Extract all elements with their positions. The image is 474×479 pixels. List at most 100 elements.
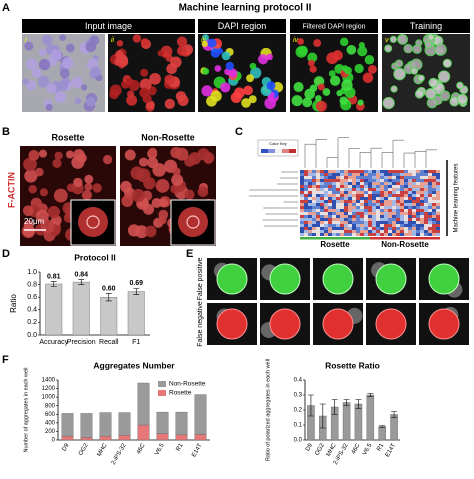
cell — [28, 149, 40, 161]
heat-cell — [356, 188, 360, 191]
heat-cell — [412, 206, 416, 209]
heat-cell — [316, 212, 320, 215]
cell — [234, 87, 245, 99]
heat-cell — [320, 200, 324, 203]
heat-cell — [364, 197, 368, 200]
cell — [120, 180, 132, 193]
heat-cell — [404, 176, 408, 179]
heat-cell — [428, 185, 432, 188]
heat-cell — [428, 221, 432, 224]
heat-cell — [332, 233, 336, 236]
heat-cell — [424, 206, 428, 209]
heat-cell — [364, 230, 368, 233]
heat-cell — [304, 170, 308, 173]
cell — [45, 103, 53, 111]
cell — [126, 94, 138, 106]
heat-cell — [300, 185, 304, 188]
heat-cell — [368, 209, 372, 212]
heat-cell — [352, 188, 356, 191]
cell — [210, 90, 222, 102]
heat-cell — [336, 188, 340, 191]
heat-cell — [424, 176, 428, 179]
heat-cell — [384, 215, 388, 218]
heat-cell — [320, 170, 324, 173]
error-bar — [355, 399, 362, 409]
cell — [302, 97, 313, 108]
heat-cell — [372, 212, 376, 215]
cell — [34, 167, 44, 177]
heat-cell — [380, 194, 384, 197]
heat-cell — [412, 212, 416, 215]
error-bar — [367, 393, 374, 397]
cell — [309, 84, 318, 92]
heat-cell — [388, 221, 392, 224]
cell — [412, 44, 422, 55]
heat-cell — [396, 197, 400, 200]
heat-cell — [328, 233, 332, 236]
heat-cell — [400, 227, 404, 230]
y-tick-label: 0.8 — [27, 281, 37, 288]
cell — [197, 186, 209, 198]
heat-cell — [364, 179, 368, 182]
heat-cell — [336, 206, 340, 209]
cell — [201, 40, 208, 48]
heat-cell — [408, 185, 412, 188]
heat-cell — [312, 212, 316, 215]
heat-cell — [404, 173, 408, 176]
cell — [228, 68, 238, 78]
heat-cell — [312, 179, 316, 182]
heat-cell — [344, 224, 348, 227]
heat-cell — [404, 182, 408, 185]
heat-cell — [336, 218, 340, 221]
y-axis-label: Ratio — [9, 294, 18, 313]
heat-cell — [376, 185, 380, 188]
heat-cell — [368, 170, 372, 173]
cell — [393, 67, 406, 81]
heat-cell — [360, 212, 364, 215]
heat-cell — [324, 185, 328, 188]
heat-cell — [348, 212, 352, 215]
heat-cell — [308, 173, 312, 176]
cell — [291, 95, 303, 107]
heat-cell — [324, 182, 328, 185]
heat-cell — [348, 233, 352, 236]
heat-cell — [376, 206, 380, 209]
heat-cell — [392, 233, 396, 236]
heat-cell — [352, 218, 356, 221]
heat-cell — [344, 206, 348, 209]
row-label: False positive — [197, 257, 204, 300]
heat-cell — [392, 218, 396, 221]
value-label: 0.60 — [102, 285, 116, 292]
stain-label: F-ACTIN — [6, 172, 16, 208]
heat-cell — [436, 233, 440, 236]
heat-cell — [324, 173, 328, 176]
heat-cell — [432, 221, 436, 224]
heat-cell — [348, 215, 352, 218]
heat-cell — [352, 191, 356, 194]
heat-cell — [356, 227, 360, 230]
heat-cell — [340, 170, 344, 173]
heat-cell — [312, 182, 316, 185]
cell — [22, 78, 29, 85]
cell — [344, 66, 352, 75]
heat-cell — [344, 218, 348, 221]
heat-cell — [404, 170, 408, 173]
heat-cell — [420, 230, 424, 233]
heat-cell — [352, 173, 356, 176]
heat-cell — [408, 191, 412, 194]
cell — [50, 49, 62, 61]
heat-cell — [344, 191, 348, 194]
heat-cell — [360, 209, 364, 212]
heat-cell — [384, 209, 388, 212]
heat-cell — [324, 194, 328, 197]
y-tick-label: 0.4 — [294, 378, 303, 384]
heat-cell — [308, 200, 312, 203]
heat-cell — [308, 221, 312, 224]
heat-cell — [368, 176, 372, 179]
heat-cell — [304, 176, 308, 179]
heat-cell — [420, 176, 424, 179]
heat-cell — [432, 206, 436, 209]
cell — [414, 89, 425, 99]
heat-cell — [340, 212, 344, 215]
bar — [118, 435, 131, 441]
